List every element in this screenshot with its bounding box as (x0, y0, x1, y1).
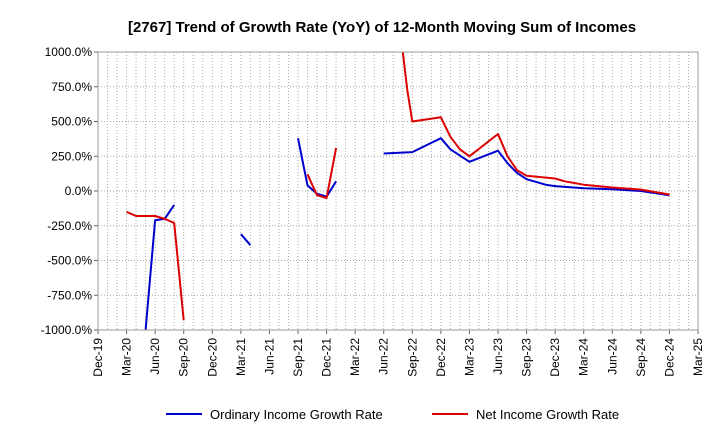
x-axis: Dec-19 Mar-20 Jun-20 Sep-20 Dec-20 Mar-21 Jun-… (91, 330, 705, 377)
series-line-ordinary-income (240, 233, 252, 246)
legend-label: Net Income Growth Rate (476, 407, 619, 422)
x-tick-label: Sep-23 (520, 338, 534, 377)
y-tick-label: 750.0% (51, 80, 92, 94)
y-tick-label: -250.0% (47, 219, 92, 233)
x-tick-label: Mar-20 (120, 338, 134, 376)
x-tick-label: Dec-24 (662, 338, 676, 377)
x-tick-label: Mar-24 (577, 338, 591, 376)
x-tick-label: Mar-25 (691, 338, 705, 376)
y-tick-label: 1000.0% (45, 45, 93, 59)
x-tick-label: Dec-19 (91, 338, 105, 377)
series-line-net-income (401, 52, 670, 196)
series-layer (126, 52, 670, 330)
x-tick-label: Jun-23 (491, 338, 505, 375)
x-tick-label: Jun-21 (262, 338, 276, 375)
x-tick-label: Sep-22 (405, 338, 419, 377)
series-line-ordinary-income (144, 204, 176, 330)
grid (97, 51, 699, 331)
series-line-ordinary-income (383, 137, 670, 197)
x-tick-label: Sep-20 (177, 338, 191, 377)
y-tick-label: -500.0% (47, 254, 92, 268)
x-tick-label: Mar-21 (234, 338, 248, 376)
x-tick-label: Mar-22 (348, 338, 362, 376)
y-tick-label: -1000.0% (41, 323, 93, 337)
x-tick-label: Mar-23 (462, 338, 476, 376)
legend-label: Ordinary Income Growth Rate (210, 407, 383, 422)
x-tick-label: Dec-20 (205, 338, 219, 377)
plot-border (97, 51, 699, 331)
x-tick-label: Jun-20 (148, 338, 162, 375)
x-tick-label: Sep-24 (634, 338, 648, 377)
y-tick-label: 250.0% (51, 149, 92, 163)
chart-title: [2767] Trend of Growth Rate (YoY) of 12-… (128, 19, 636, 36)
y-tick-label: -750.0% (47, 288, 92, 302)
y-axis: 1000.0% 750.0% 500.0% 250.0% 0.0% -250.0% -500… (41, 45, 98, 337)
x-tick-label: Dec-23 (548, 338, 562, 377)
series-line-net-income (306, 147, 338, 199)
x-tick-label: Dec-21 (320, 338, 334, 377)
x-tick-label: Sep-21 (291, 338, 305, 377)
y-tick-label: 0.0% (65, 184, 93, 198)
legend: Ordinary Income Growth Rate Net Income Gr… (166, 407, 619, 422)
y-tick-label: 500.0% (51, 115, 92, 129)
series-line-net-income (126, 210, 185, 321)
x-tick-label: Jun-22 (377, 338, 391, 375)
x-tick-label: Dec-22 (434, 338, 448, 377)
x-tick-label: Jun-24 (605, 338, 619, 375)
